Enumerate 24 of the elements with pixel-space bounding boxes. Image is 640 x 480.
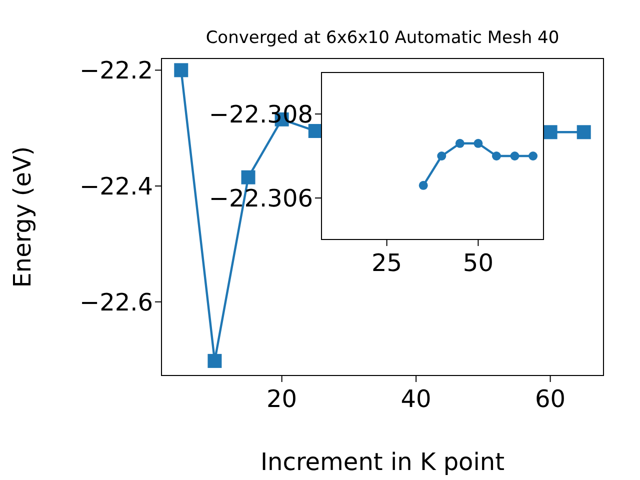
point — [241, 170, 256, 184]
y-tick-label: −22.6 — [79, 288, 153, 316]
point — [418, 180, 428, 190]
point — [510, 152, 520, 160]
y-tick-label: −22.308 — [208, 100, 313, 129]
y-tick-label: −22.2 — [79, 56, 153, 85]
y-axis-title: Energy (eV) — [8, 146, 37, 288]
x-tick-label: 40 — [400, 385, 432, 414]
point — [174, 63, 188, 78]
x-axis-title: Increment in K point — [260, 448, 505, 476]
point — [474, 138, 483, 148]
point — [576, 125, 591, 140]
x-tick-label: 25 — [372, 249, 402, 278]
point — [528, 152, 538, 160]
x-tick-label: 20 — [266, 385, 298, 414]
x-tick-label: 50 — [462, 249, 494, 278]
point — [543, 125, 558, 140]
point — [208, 354, 222, 368]
y-tick-label: −22.4 — [79, 172, 153, 201]
point — [492, 152, 501, 160]
chart-title: Converged at 6x6x10 Automatic Mesh 40 — [204, 28, 560, 48]
point — [455, 138, 464, 148]
point — [437, 152, 446, 160]
x-tick-label: 60 — [535, 385, 566, 414]
